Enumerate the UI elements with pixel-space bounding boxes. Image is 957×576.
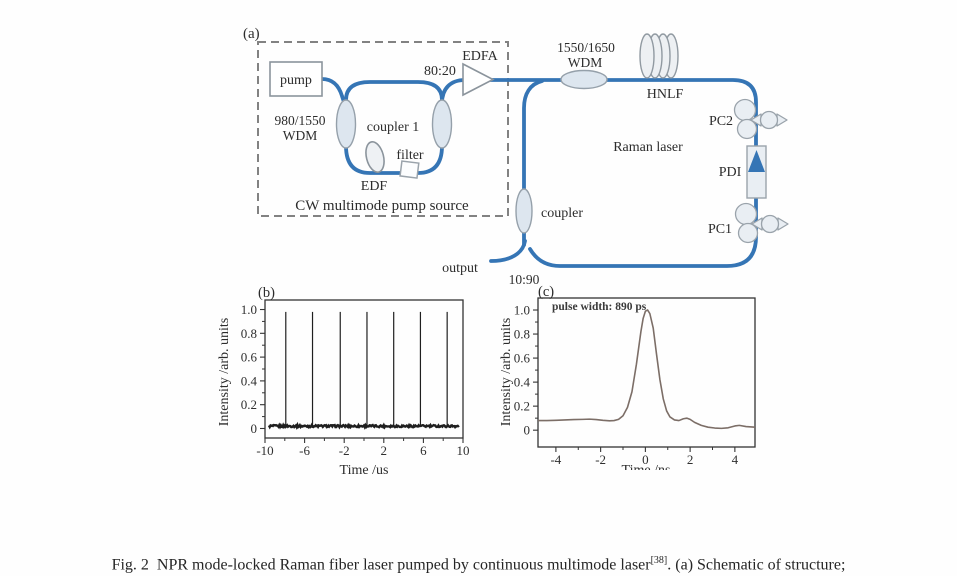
figure-caption: Fig. 2 NPR mode-locked Raman fiber laser… [0,486,957,576]
coupler-1-oval [431,99,453,149]
y-tick-label: 0.8 [514,327,530,342]
panel-label: (c) [538,284,554,300]
y-tick-label: 0 [524,423,531,438]
y-tick-label: 0 [251,421,258,436]
raman-laser-label: Raman laser [613,140,683,155]
pdi-label: PDI [719,165,742,180]
filter-label: filter [396,148,424,163]
plot-frame [537,297,756,448]
pump-source-dashed-box [257,41,509,217]
wdm-1550-label-line2: WDM [568,55,603,70]
y-tick-label: 0.4 [514,375,531,390]
fiber-coupler1-to-edfa [440,78,467,105]
fiber-paths [320,77,758,268]
x-axis-label: Time /us [340,463,389,478]
x-tick-label: -2 [339,443,350,458]
x-tick-label: -2 [595,452,606,467]
schematic-panel-a: (a) pump 980/1550 WDM coupler 1 EDF filt… [243,26,789,287]
ratio-80-20-label: 80:20 [424,64,456,79]
y-tick-label: 1.0 [241,302,257,317]
pc1-label: PC1 [708,222,732,237]
pump-box [269,61,323,97]
pc1-icon [734,202,789,244]
caption-line-1: Fig. 2 NPR mode-locked Raman fiber laser… [0,546,957,576]
x-tick-label: -6 [299,443,310,458]
x-tick-label: 2 [687,452,694,467]
y-tick-label: 1.0 [514,303,530,318]
caption-text-1: Fig. 2 NPR mode-locked Raman fiber laser… [111,556,651,574]
fiber-raman-ring [488,78,758,268]
wdm-980-label-line2: WDM [283,128,318,143]
pulse-train-plot: -10 -6 -2 2 6 10 0 0.2 0.4 0.6 0.8 1.0(b) Time /us In… [217,285,470,478]
caption-reference: [38] [650,555,668,566]
output-label: output [442,261,478,276]
panel-a-label: (a) [243,26,260,42]
envelope-curve [538,309,756,430]
hnlf-coil-icon [639,33,679,79]
xlabel-crop-artifact [598,470,694,486]
y-axis-label: Intensity /arb. units [217,318,232,427]
pc2-icon [733,98,788,140]
edfa-label: EDFA [462,49,498,64]
y-tick-label: 0.2 [514,399,530,414]
y-tick-label: 0.2 [241,397,257,412]
edf-label: EDF [361,179,388,194]
y-tick-label: 0.6 [241,350,258,365]
coupler-1-label: coupler 1 [367,120,419,135]
fiber-pump-feed [320,77,348,110]
edfa-amplifier-icon [462,62,495,97]
fiber-output-coupler-branch [522,79,544,247]
output-coupler-label: coupler [541,206,583,221]
wdm-980-1550-oval [335,99,357,149]
edf-loop-icon [365,141,385,173]
pump-label: pump [280,73,312,88]
wdm-980-label-line1: 980/1550 [274,113,325,128]
filter-box [399,160,420,179]
x-tick-label: 2 [381,443,388,458]
y-tick-label: 0.8 [241,326,257,341]
caption-text-2: . (a) Schematic of structure; [667,556,846,574]
pulse-train-baseline [267,421,460,430]
pulse-width-annotation: pulse width: 890 ps [552,301,647,313]
wdm-1550-1650-oval [560,69,608,90]
ratio-10-90-label: 10:90 [509,272,540,287]
x-tick-label: -10 [256,443,273,458]
pdi-arrow-icon [748,150,765,172]
panel-label: (b) [258,285,275,301]
x-tick-label: -4 [550,452,561,467]
wdm-1550-label-line1: 1550/1650 [557,40,615,55]
y-tick-label: 0.6 [514,351,531,366]
y-axis-label: Intensity /arb. units [499,318,514,427]
fiber-output-tap [489,239,527,263]
output-coupler-oval [515,188,533,234]
x-tick-label: 0 [642,452,649,467]
x-tick-label: 10 [457,443,470,458]
y-tick-label: 0.4 [241,373,258,388]
pc2-label: PC2 [709,114,733,129]
pump-source-box-label: CW multimode pump source [295,198,469,214]
plot-frame [264,299,464,439]
x-tick-label: 4 [732,452,739,467]
x-tick-label: 6 [420,443,427,458]
hnlf-label: HNLF [647,87,684,102]
